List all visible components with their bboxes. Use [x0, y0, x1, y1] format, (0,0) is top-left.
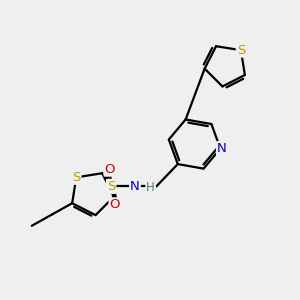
Text: S: S [237, 44, 245, 57]
Text: O: O [104, 163, 115, 176]
Text: N: N [130, 180, 140, 193]
Text: N: N [217, 142, 227, 155]
Text: S: S [72, 171, 80, 184]
Text: O: O [110, 198, 120, 211]
Text: S: S [107, 180, 116, 193]
Text: H: H [146, 182, 155, 194]
